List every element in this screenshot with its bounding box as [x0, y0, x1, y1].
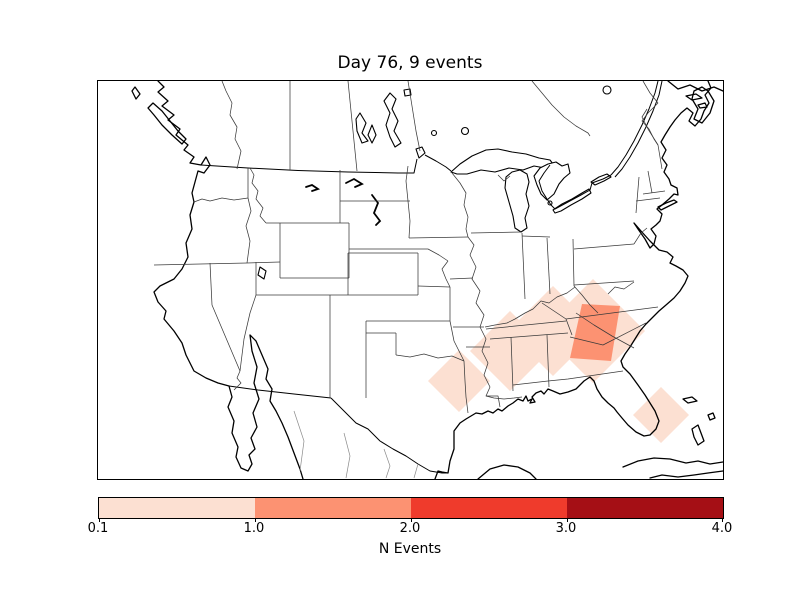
colorbar-segment-2 [255, 498, 411, 518]
colorbar-tick-label: 2.0 [399, 521, 421, 536]
rio-grande-border [330, 397, 448, 474]
us-mexico-border [228, 385, 332, 399]
lake-winnipeg [383, 92, 402, 148]
colorbar-tick-label: 3.0 [555, 521, 577, 536]
state-borders [153, 108, 666, 414]
lake-winnipegosis [355, 112, 369, 144]
mexico-state-borders [293, 410, 419, 479]
colorbar-tick [99, 518, 100, 522]
st-lawrence-river [610, 81, 659, 176]
us-canada-border [424, 154, 452, 172]
country-borders [200, 81, 663, 474]
map-plot-area [97, 80, 724, 480]
colorbar-tick-label: 1.0 [243, 521, 265, 536]
missouri-river [371, 194, 382, 226]
colorbar-segment-4 [567, 498, 723, 518]
us-canada-border [200, 158, 418, 174]
colorbar [98, 497, 724, 522]
colorbar-axis-label: N Events [378, 541, 442, 557]
colorbar-tick [566, 518, 568, 522]
colorbar-tick [254, 518, 256, 522]
lake-huron [533, 161, 571, 201]
event-cell [428, 279, 689, 443]
colorbar-tick-labels: 0.1 1.0 2.0 3.0 4.0 [88, 521, 733, 537]
event-cells-bin1 [428, 279, 689, 443]
colorbar-tick [410, 518, 412, 522]
colorbar-tick-label: 4.0 [711, 521, 733, 536]
small-lake [430, 129, 438, 137]
north-america-map [131, 81, 723, 479]
small-lake [460, 126, 470, 136]
coastline [131, 81, 723, 479]
colorbar-tick-label: 0.1 [87, 521, 109, 536]
lake-of-the-woods [415, 146, 426, 159]
missouri-river [305, 184, 321, 192]
lake-manitoba [367, 124, 377, 144]
plot-title: Day 76, 9 events [337, 53, 483, 73]
st-lawrence-river [614, 81, 663, 178]
great-salt-lake [257, 266, 267, 280]
event-cell [570, 304, 620, 361]
colorbar-segment-1 [99, 498, 255, 518]
colorbar-segment-3 [411, 498, 567, 518]
lake-michigan [504, 169, 530, 233]
missouri-river [345, 177, 364, 188]
province-borders [221, 81, 659, 172]
lakes [257, 85, 612, 280]
us-canada-border-lakes [538, 164, 612, 210]
colorbar-tick [722, 518, 723, 522]
small-lake [602, 85, 612, 95]
rivers [305, 177, 382, 226]
event-cells-bin2 [570, 304, 620, 361]
